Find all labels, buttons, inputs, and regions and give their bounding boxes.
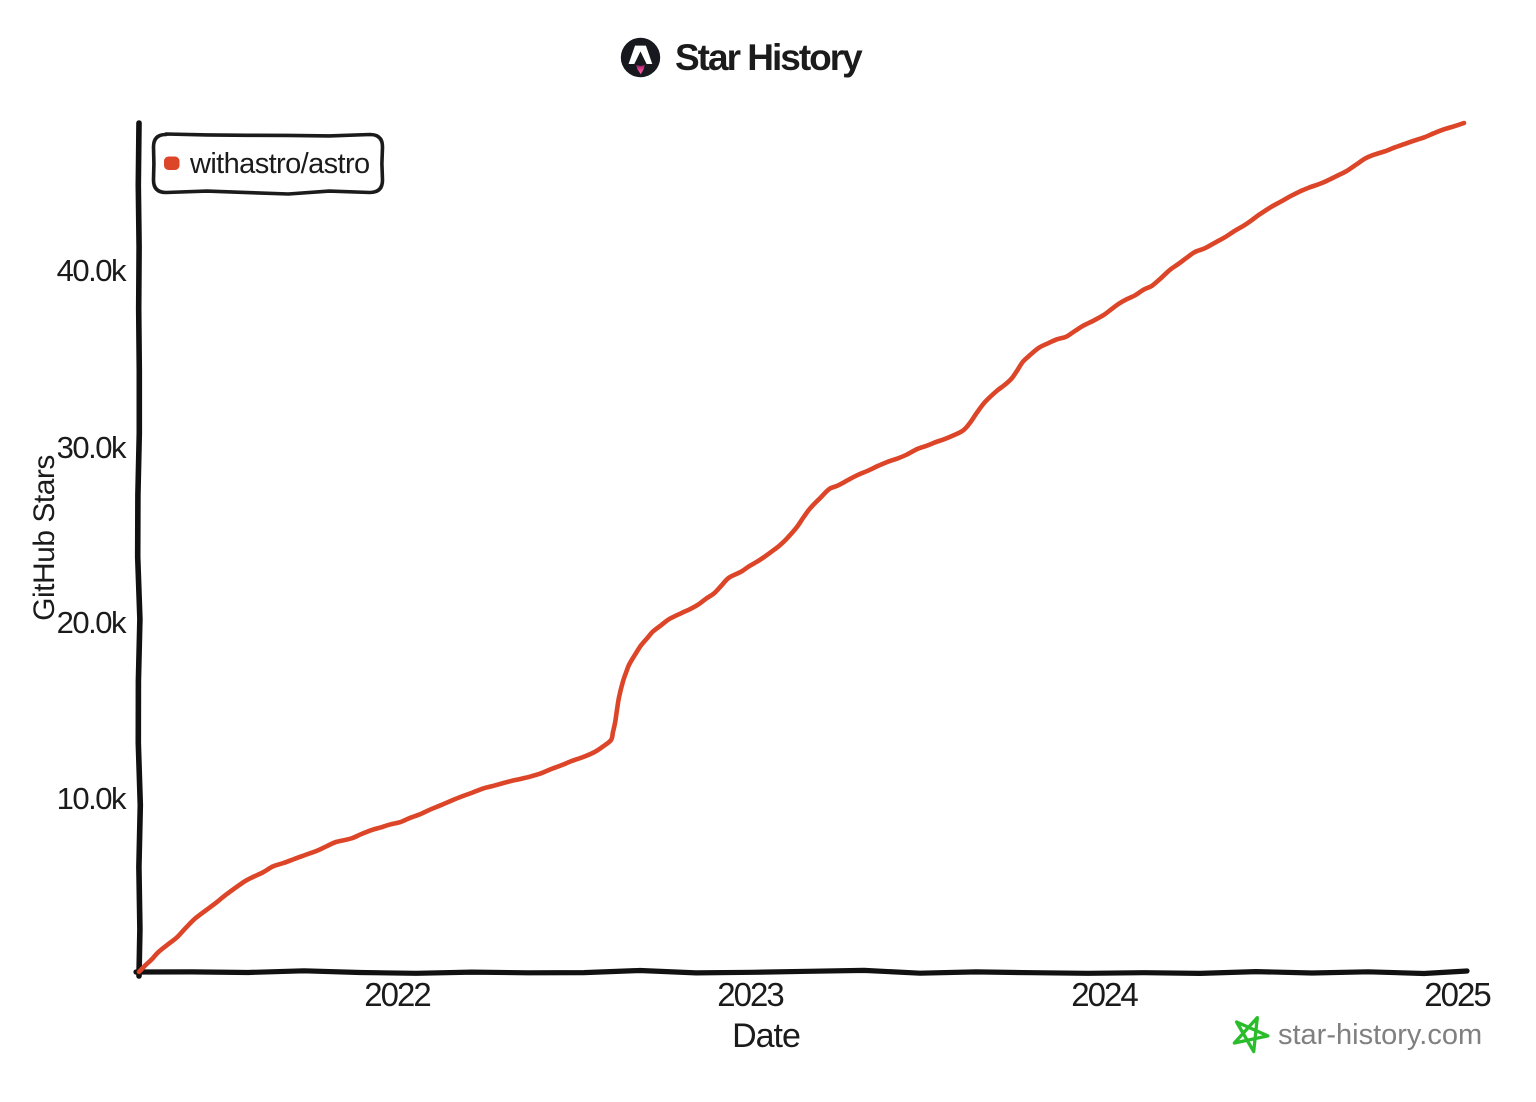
svg-text:2024: 2024 (1071, 976, 1138, 1013)
svg-text:30.0k: 30.0k (57, 430, 127, 465)
svg-text:20.0k: 20.0k (57, 605, 127, 640)
svg-text:withastro/astro: withastro/astro (189, 148, 370, 180)
svg-text:Star History: Star History (675, 37, 863, 78)
svg-text:2023: 2023 (717, 976, 783, 1013)
svg-text:GitHub Stars: GitHub Stars (28, 455, 61, 621)
svg-text:2025: 2025 (1424, 976, 1490, 1013)
svg-text:2022: 2022 (364, 976, 430, 1013)
svg-text:10.0k: 10.0k (57, 781, 127, 816)
svg-text:star-history.com: star-history.com (1278, 1019, 1482, 1051)
svg-text:40.0k: 40.0k (57, 253, 127, 288)
svg-text:Date: Date (732, 1017, 800, 1055)
